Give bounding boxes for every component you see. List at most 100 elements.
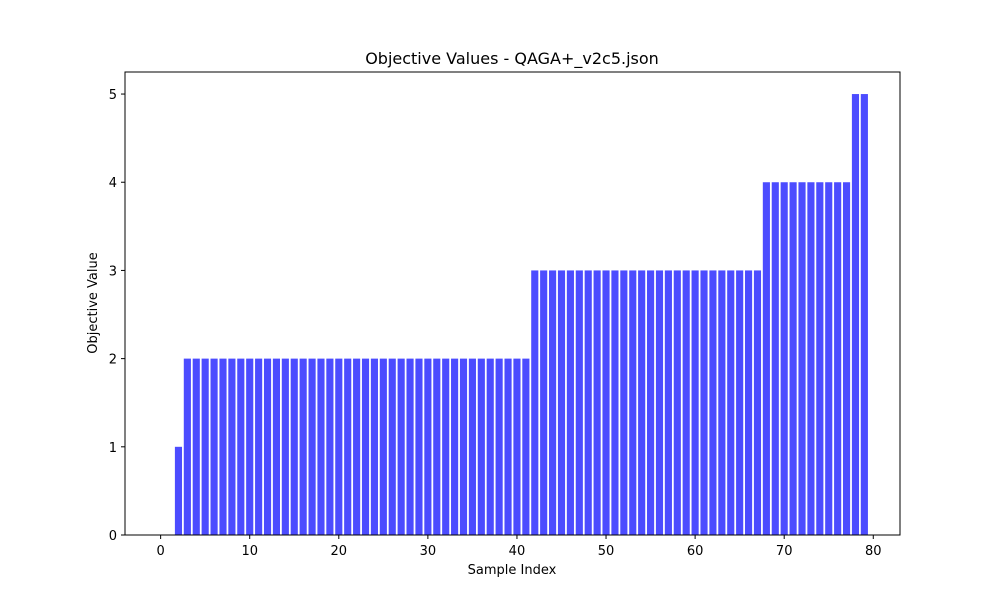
- bar: [736, 270, 744, 535]
- bar: [584, 270, 592, 535]
- bar: [593, 270, 601, 535]
- x-tick-label: 70: [776, 544, 793, 559]
- bar: [451, 358, 459, 535]
- bar: [816, 182, 824, 536]
- bars-layer: [174, 94, 868, 536]
- bar: [326, 358, 334, 535]
- y-tick-label: 3: [109, 264, 117, 279]
- bar: [237, 358, 245, 535]
- bar: [397, 358, 405, 535]
- bar: [281, 358, 289, 535]
- bar: [255, 358, 263, 535]
- plot-frame: [124, 71, 901, 536]
- bar: [219, 358, 227, 535]
- bar: [700, 270, 708, 535]
- bar: [575, 270, 583, 535]
- bar: [201, 358, 209, 535]
- y-tick-label: 5: [109, 88, 117, 103]
- bar: [522, 358, 530, 535]
- bar: [174, 446, 183, 535]
- bar: [388, 358, 396, 535]
- x-tick-label: 30: [420, 544, 437, 559]
- bar: [317, 358, 325, 535]
- bar: [860, 94, 868, 536]
- bar: [415, 358, 423, 535]
- bar: [290, 358, 298, 535]
- bar: [210, 358, 218, 535]
- bar: [228, 358, 236, 535]
- bar: [353, 358, 361, 535]
- bar: [344, 358, 352, 535]
- bar: [557, 270, 566, 535]
- bar: [477, 358, 485, 535]
- x-tick-label: 40: [509, 544, 526, 559]
- y-axis-label: Objective Value: [86, 252, 101, 353]
- y-tick-label: 2: [109, 353, 117, 368]
- bar: [753, 270, 762, 535]
- bar: [406, 358, 414, 535]
- x-ticks-layer: 0 10 20 30 40 50 60 70 80: [156, 535, 882, 559]
- bar: [504, 358, 512, 535]
- bar: [540, 270, 548, 535]
- x-tick-label: 20: [331, 544, 348, 559]
- chart-title: Objective Values - QAGA+_v2c5.json: [365, 49, 659, 69]
- bar: [566, 270, 574, 535]
- x-tick-label: 0: [156, 544, 164, 559]
- bar: [459, 358, 468, 535]
- bar: [727, 270, 735, 535]
- bar: [299, 358, 307, 535]
- bar: [424, 358, 432, 535]
- bar: [468, 358, 476, 535]
- bar: [361, 358, 370, 535]
- bar: [335, 358, 343, 535]
- y-tick-label: 1: [109, 441, 117, 456]
- bar: [798, 182, 806, 536]
- x-tick-label: 50: [598, 544, 615, 559]
- bar: [682, 270, 690, 535]
- bar: [379, 358, 387, 535]
- bar: [246, 358, 254, 535]
- bar: [842, 182, 851, 536]
- bar: [638, 270, 646, 535]
- y-ticks-layer: 0 1 2 3 4 5: [109, 88, 125, 544]
- bar: [486, 358, 494, 535]
- bar: [370, 358, 378, 535]
- bar: [851, 94, 860, 536]
- bar: [745, 270, 753, 535]
- bar: [620, 270, 628, 535]
- bar: [762, 182, 770, 536]
- bar: [771, 182, 779, 536]
- bar: [655, 270, 664, 535]
- bar: [531, 270, 539, 535]
- bar: [272, 358, 280, 535]
- bar: [495, 358, 503, 535]
- bar: [629, 270, 637, 535]
- bar: [691, 270, 699, 535]
- bar: [709, 270, 717, 535]
- bar: [647, 270, 655, 535]
- x-tick-label: 60: [687, 544, 704, 559]
- bar: [433, 358, 441, 535]
- y-tick-label: 4: [109, 176, 117, 191]
- bar: [673, 270, 681, 535]
- bar: [549, 270, 557, 535]
- bar: [780, 182, 788, 536]
- x-tick-label: 10: [241, 544, 258, 559]
- bar: [308, 358, 316, 535]
- bar: [789, 182, 797, 536]
- bar: [192, 358, 200, 535]
- bar: [442, 358, 450, 535]
- bar: [664, 270, 672, 535]
- bar: [183, 358, 191, 535]
- bar: [263, 358, 272, 535]
- bar: [611, 270, 619, 535]
- x-tick-label: 80: [865, 544, 882, 559]
- bar: [718, 270, 726, 535]
- bar: [513, 358, 521, 535]
- y-tick-label: 0: [109, 529, 117, 544]
- x-axis-label: Sample Index: [468, 563, 557, 578]
- bar: [825, 182, 833, 536]
- bar: [602, 270, 610, 535]
